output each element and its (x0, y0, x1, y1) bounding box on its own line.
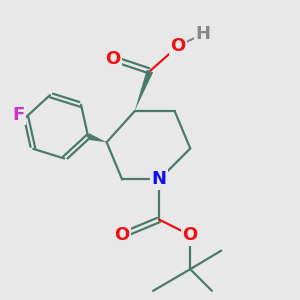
Text: H: H (195, 25, 210, 43)
Text: O: O (115, 226, 130, 244)
Polygon shape (87, 133, 107, 142)
Text: F: F (13, 106, 25, 124)
Text: N: N (152, 170, 167, 188)
Text: O: O (105, 50, 121, 68)
Text: O: O (170, 37, 185, 55)
Polygon shape (134, 70, 153, 111)
Text: O: O (183, 226, 198, 244)
